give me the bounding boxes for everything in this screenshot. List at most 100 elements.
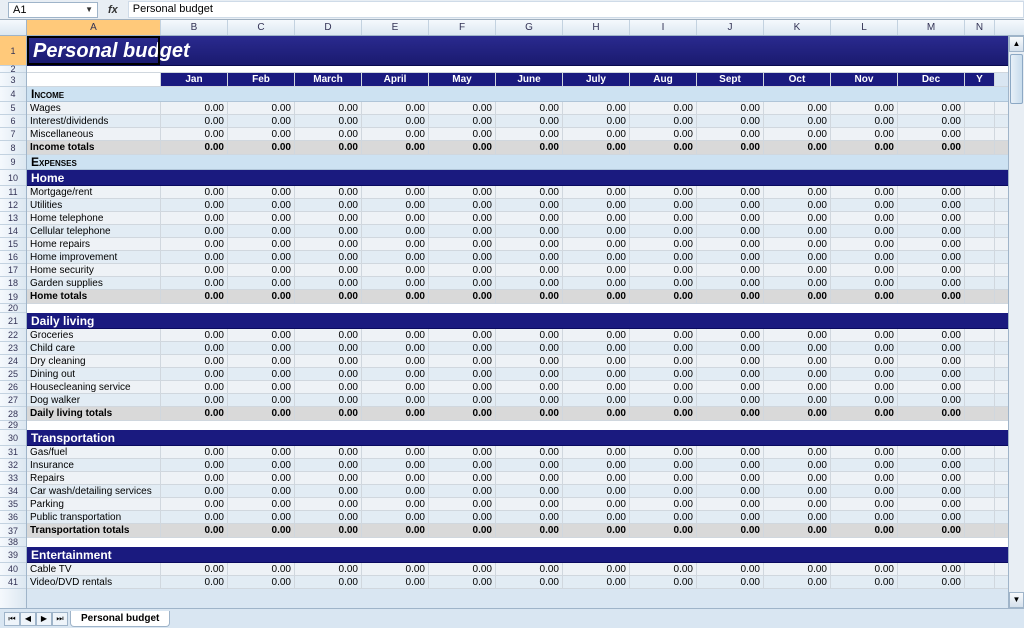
cell[interactable]: 0.00: [362, 498, 429, 510]
table-row[interactable]: Miscellaneous0.000.000.000.000.000.000.0…: [27, 128, 1024, 141]
cell[interactable]: 0.00: [429, 115, 496, 127]
cell[interactable]: 0.00: [563, 102, 630, 114]
cell[interactable]: 0.00: [429, 563, 496, 575]
cell[interactable]: 0.00: [496, 511, 563, 523]
cell[interactable]: 0.00: [161, 329, 228, 341]
column-header[interactable]: D: [295, 20, 362, 35]
table-row[interactable]: Daily living totals0.000.000.000.000.000…: [27, 407, 1024, 421]
cell[interactable]: 0.00: [630, 115, 697, 127]
cell[interactable]: 0.00: [295, 128, 362, 140]
cell[interactable]: 0.00: [898, 251, 965, 263]
cell[interactable]: 0.00: [764, 186, 831, 198]
cell[interactable]: 0.00: [630, 381, 697, 393]
cell[interactable]: 0.00: [362, 199, 429, 211]
cell[interactable]: 0.00: [161, 238, 228, 250]
cell[interactable]: [965, 485, 995, 497]
cell[interactable]: 0.00: [563, 115, 630, 127]
cell[interactable]: 0.00: [898, 102, 965, 114]
cell[interactable]: 0.00: [764, 102, 831, 114]
cell[interactable]: 0.00: [764, 381, 831, 393]
cell[interactable]: 0.00: [295, 563, 362, 575]
cell[interactable]: 0.00: [362, 212, 429, 224]
cell[interactable]: 0.00: [764, 446, 831, 458]
table-row[interactable]: Cable TV0.000.000.000.000.000.000.000.00…: [27, 563, 1024, 576]
cell[interactable]: 0.00: [295, 511, 362, 523]
cell[interactable]: [965, 128, 995, 140]
cell[interactable]: 0.00: [295, 329, 362, 341]
cell[interactable]: 0.00: [764, 329, 831, 341]
cell[interactable]: 0.00: [630, 407, 697, 420]
cell[interactable]: [965, 251, 995, 263]
cell[interactable]: 0.00: [697, 394, 764, 406]
cell[interactable]: [965, 238, 995, 250]
cell[interactable]: 0.00: [563, 576, 630, 588]
cell[interactable]: 0.00: [362, 128, 429, 140]
row-header[interactable]: 37: [0, 524, 26, 538]
row-header[interactable]: 26: [0, 381, 26, 394]
table-row[interactable]: Garden supplies0.000.000.000.000.000.000…: [27, 277, 1024, 290]
cell[interactable]: 0.00: [295, 225, 362, 237]
cell[interactable]: 0.00: [697, 563, 764, 575]
row-header[interactable]: 5: [0, 102, 26, 115]
table-row[interactable]: Public transportation0.000.000.000.000.0…: [27, 511, 1024, 524]
cell[interactable]: 0.00: [362, 459, 429, 471]
cell[interactable]: 0.00: [563, 446, 630, 458]
cell[interactable]: 0.00: [496, 394, 563, 406]
title-cell[interactable]: Personal budget: [27, 36, 1024, 66]
cell[interactable]: 0.00: [161, 355, 228, 367]
table-row[interactable]: Groceries0.000.000.000.000.000.000.000.0…: [27, 329, 1024, 342]
cell[interactable]: Interest/dividends: [27, 115, 161, 127]
cell[interactable]: 0.00: [429, 225, 496, 237]
cell[interactable]: 0.00: [831, 459, 898, 471]
cell[interactable]: 0.00: [362, 381, 429, 393]
cell[interactable]: 0.00: [429, 264, 496, 276]
cell[interactable]: 0.00: [697, 115, 764, 127]
cell[interactable]: 0.00: [630, 212, 697, 224]
cell[interactable]: 0.00: [563, 277, 630, 289]
cell[interactable]: 0.00: [764, 407, 831, 420]
cell[interactable]: 0.00: [161, 251, 228, 263]
cell[interactable]: 0.00: [831, 277, 898, 289]
cell[interactable]: 0.00: [630, 342, 697, 354]
cell[interactable]: 0.00: [630, 394, 697, 406]
cell[interactable]: 0.00: [161, 459, 228, 471]
table-row[interactable]: Home security0.000.000.000.000.000.000.0…: [27, 264, 1024, 277]
cell[interactable]: Gas/fuel: [27, 446, 161, 458]
cell[interactable]: 0.00: [362, 394, 429, 406]
cell[interactable]: 0.00: [496, 141, 563, 154]
scroll-down-icon[interactable]: ▼: [1009, 592, 1024, 608]
cell[interactable]: Dog walker: [27, 394, 161, 406]
cell[interactable]: 0.00: [898, 199, 965, 211]
cell[interactable]: 0.00: [429, 511, 496, 523]
section-header[interactable]: Transportation: [27, 430, 1024, 446]
cell[interactable]: Parking: [27, 498, 161, 510]
cell[interactable]: 0.00: [697, 485, 764, 497]
cell[interactable]: 0.00: [764, 238, 831, 250]
formula-input[interactable]: Personal budget: [128, 1, 1024, 18]
cell[interactable]: 0.00: [362, 355, 429, 367]
cell[interactable]: 0.00: [898, 368, 965, 380]
cell[interactable]: 0.00: [228, 102, 295, 114]
cell[interactable]: 0.00: [161, 524, 228, 537]
cell[interactable]: 0.00: [161, 446, 228, 458]
cell[interactable]: 0.00: [161, 407, 228, 420]
cell[interactable]: [965, 524, 995, 537]
cell[interactable]: 0.00: [496, 290, 563, 303]
row-header[interactable]: 35: [0, 498, 26, 511]
cell[interactable]: 0.00: [831, 186, 898, 198]
cell[interactable]: 0.00: [764, 472, 831, 484]
cell[interactable]: 0.00: [563, 342, 630, 354]
cell[interactable]: 0.00: [362, 251, 429, 263]
cell[interactable]: 0.00: [697, 102, 764, 114]
cell[interactable]: 0.00: [295, 407, 362, 420]
cell[interactable]: 0.00: [161, 394, 228, 406]
cell[interactable]: 0.00: [295, 368, 362, 380]
cell[interactable]: 0.00: [697, 368, 764, 380]
cell[interactable]: Jan: [161, 73, 228, 86]
cell[interactable]: 0.00: [362, 342, 429, 354]
tab-prev-icon[interactable]: ◀: [20, 612, 36, 626]
cell[interactable]: 0.00: [563, 141, 630, 154]
cell[interactable]: 0.00: [429, 212, 496, 224]
cell[interactable]: 0.00: [228, 446, 295, 458]
cell[interactable]: 0.00: [831, 524, 898, 537]
